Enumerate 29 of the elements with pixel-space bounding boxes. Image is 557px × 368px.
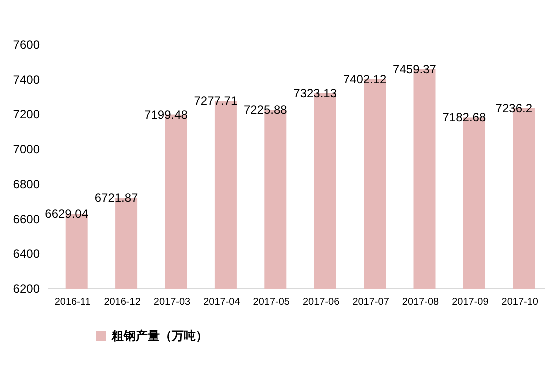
- x-tick-label: 2017-05: [253, 297, 290, 308]
- x-tick-label: 2017-10: [502, 297, 539, 308]
- y-tick-label: 7000: [13, 142, 40, 157]
- y-tick-label: 7200: [13, 108, 40, 122]
- y-tick-label: 6800: [13, 177, 40, 192]
- data-label: 7402.12: [343, 72, 388, 86]
- y-tick-label: 6200: [13, 282, 40, 296]
- data-label: 7277.71: [194, 94, 238, 108]
- y-tick-label: 7600: [13, 38, 40, 52]
- x-tick-label: 2016-12: [104, 297, 142, 308]
- x-tick-label: 2017-04: [204, 297, 241, 308]
- data-label: 7459.37: [393, 62, 437, 77]
- y-tick-label: 6400: [13, 247, 40, 262]
- y-tick-label: 6600: [13, 212, 40, 226]
- data-label: 7225.88: [244, 103, 288, 118]
- x-tick-label: 2017-09: [452, 297, 490, 308]
- x-tick-label: 2016-11: [54, 297, 92, 308]
- y-tick-label: 7400: [13, 72, 40, 87]
- data-label: 7182.68: [442, 110, 486, 125]
- data-label: 6629.04: [45, 207, 89, 222]
- legend-label: 粗钢产量（万吨）: [111, 329, 208, 343]
- x-tick-label: 2017-08: [402, 297, 440, 308]
- data-label: 7323.13: [294, 86, 338, 100]
- x-tick-label: 2017-06: [303, 297, 340, 308]
- data-label: 7199.48: [144, 108, 188, 122]
- x-tick-label: 2017-03: [154, 297, 192, 308]
- x-tick-label: 2017-07: [352, 297, 390, 308]
- data-label: 7236.2: [496, 101, 533, 116]
- data-label: 6721.87: [94, 191, 139, 206]
